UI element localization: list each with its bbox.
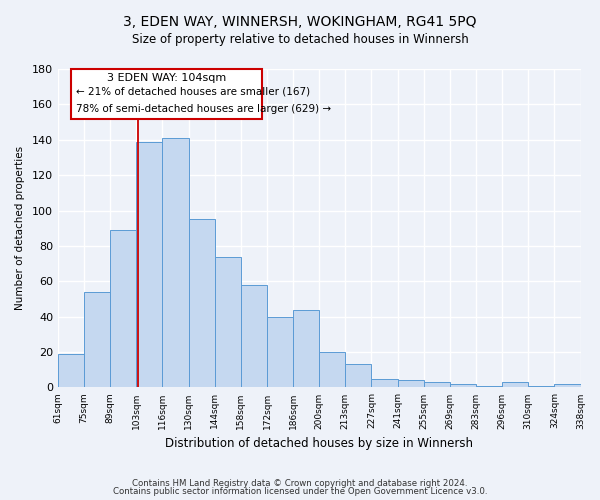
- Text: 3, EDEN WAY, WINNERSH, WOKINGHAM, RG41 5PQ: 3, EDEN WAY, WINNERSH, WOKINGHAM, RG41 5…: [123, 15, 477, 29]
- Y-axis label: Number of detached properties: Number of detached properties: [15, 146, 25, 310]
- FancyBboxPatch shape: [71, 69, 262, 118]
- Bar: [528, 386, 554, 388]
- Bar: [371, 378, 398, 388]
- Bar: [84, 292, 110, 388]
- Bar: [450, 384, 476, 388]
- Text: Contains HM Land Registry data © Crown copyright and database right 2024.: Contains HM Land Registry data © Crown c…: [132, 478, 468, 488]
- Bar: [554, 384, 581, 388]
- Bar: [267, 316, 293, 388]
- Bar: [58, 354, 84, 388]
- Bar: [163, 138, 188, 388]
- Bar: [476, 386, 502, 388]
- Bar: [502, 382, 528, 388]
- Bar: [136, 142, 163, 388]
- Text: ← 21% of detached houses are smaller (167): ← 21% of detached houses are smaller (16…: [76, 86, 310, 97]
- Text: 3 EDEN WAY: 104sqm: 3 EDEN WAY: 104sqm: [107, 74, 226, 84]
- Text: Size of property relative to detached houses in Winnersh: Size of property relative to detached ho…: [131, 32, 469, 46]
- Text: Contains public sector information licensed under the Open Government Licence v3: Contains public sector information licen…: [113, 487, 487, 496]
- Bar: [346, 364, 371, 388]
- Bar: [398, 380, 424, 388]
- Bar: [188, 220, 215, 388]
- Bar: [110, 230, 136, 388]
- Bar: [215, 256, 241, 388]
- Bar: [293, 310, 319, 388]
- Text: 78% of semi-detached houses are larger (629) →: 78% of semi-detached houses are larger (…: [76, 104, 331, 115]
- Bar: [319, 352, 346, 388]
- Bar: [241, 285, 267, 388]
- X-axis label: Distribution of detached houses by size in Winnersh: Distribution of detached houses by size …: [165, 437, 473, 450]
- Bar: [424, 382, 450, 388]
